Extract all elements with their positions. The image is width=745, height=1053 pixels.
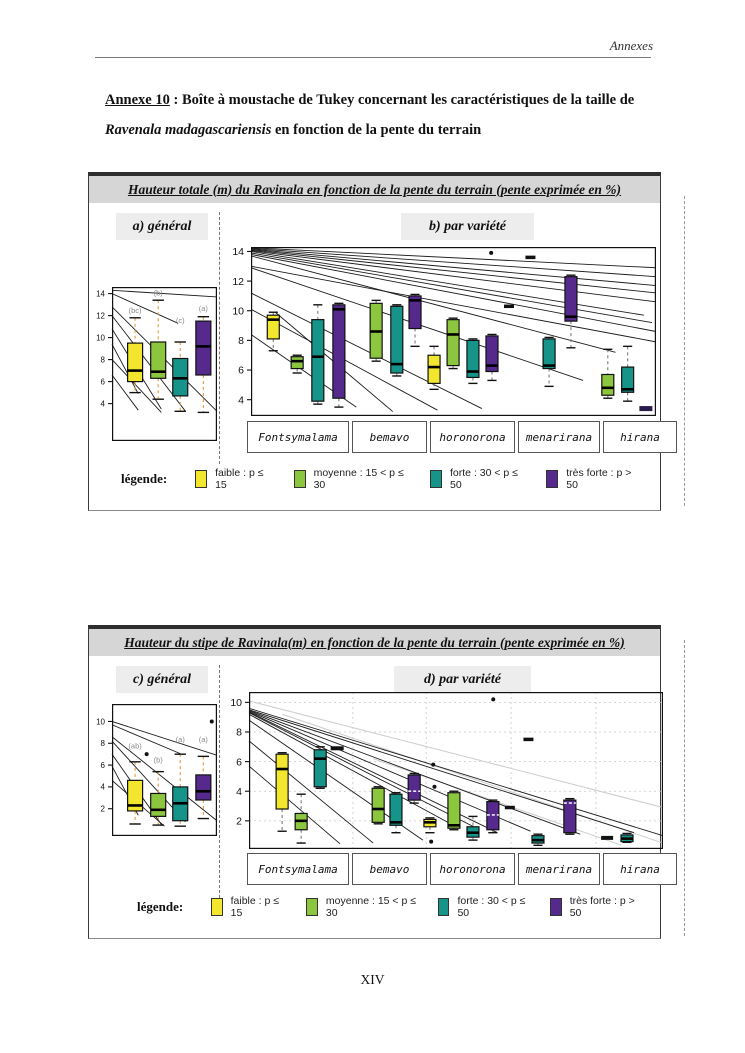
- moyenne-swatch: [306, 898, 318, 916]
- legend-item-faible: faible : p ≤ 15: [211, 895, 284, 919]
- svg-text:(b): (b): [154, 289, 164, 298]
- figure1-titlebar: Hauteur totale (m) du Ravinala en foncti…: [89, 176, 660, 203]
- category-row: Fontsymalama bemavo horonorona menariran…: [247, 421, 677, 453]
- figure2-titlebar: Hauteur du stipe de Ravinala(m) en fonct…: [89, 629, 660, 656]
- title-lead: Boîte à moustache de Tukey concernant le…: [181, 91, 635, 108]
- margin-dash-line-2: [684, 640, 685, 936]
- svg-text:(c): (c): [176, 316, 185, 325]
- svg-text:10: 10: [230, 697, 242, 709]
- running-header: Annexes: [609, 38, 653, 53]
- panel-d-label: d) par variété: [394, 666, 531, 693]
- legend-item-faible: faible : p ≤ 15: [195, 467, 271, 491]
- svg-text:(bc): (bc): [129, 306, 142, 315]
- svg-text:(a): (a): [199, 735, 209, 744]
- panel-divider: [219, 212, 220, 464]
- svg-text:12: 12: [232, 276, 244, 288]
- category-row: Fontsymalama bemavo horonorona menariran…: [247, 853, 677, 885]
- legend: légende: faible : p ≤ 15 moyenne : 15 < …: [121, 467, 660, 491]
- margin-dash-line-1: [684, 196, 685, 506]
- svg-text:4: 4: [238, 394, 244, 406]
- svg-text:4: 4: [236, 786, 242, 798]
- title-tail: en fonction de la pente du terrain: [271, 121, 482, 138]
- boxplot-variete-hauteur-stipe: 2 4 6 8 10: [230, 692, 664, 850]
- category-fontsymalama: Fontsymalama: [247, 421, 349, 453]
- category-hirana: hirana: [603, 853, 677, 885]
- svg-text:4: 4: [101, 783, 106, 792]
- svg-text:8: 8: [236, 727, 242, 739]
- boxplot-variete-hauteur-totale: 4 6 8 10 12 14: [232, 246, 657, 417]
- figure2-title: Hauteur du stipe de Ravinala(m) en fonct…: [124, 634, 625, 650]
- legend-item-moyenne: moyenne : 15 < p ≤ 30: [306, 895, 416, 919]
- legend-title: légende:: [137, 899, 184, 914]
- svg-text:6: 6: [101, 377, 106, 386]
- species-name: Ravenala madagascariensis: [105, 121, 272, 138]
- legend-item-moyenne: moyenne : 15 < p ≤ 30: [293, 467, 408, 491]
- svg-text:(a): (a): [176, 735, 186, 744]
- svg-text:6: 6: [238, 365, 244, 377]
- category-horonorona: horonorona: [430, 853, 515, 885]
- svg-text:2: 2: [101, 805, 106, 814]
- category-fontsymalama: Fontsymalama: [247, 853, 349, 885]
- doc-title: Annexe 10 : Boîte à moustache de Tukey c…: [105, 85, 657, 145]
- legend-item-tres-forte: très forte : p > 50: [546, 467, 638, 491]
- category-hirana: hirana: [603, 421, 677, 453]
- forte-swatch: [438, 898, 450, 916]
- svg-text:12: 12: [96, 311, 105, 320]
- category-horonorona: horonorona: [430, 421, 515, 453]
- svg-text:10: 10: [96, 333, 105, 342]
- boxplot-general-hauteur-totale: (bc) (b) (c) (a) 4 6 8 10 12 14: [96, 287, 218, 442]
- figure-hauteur-stipe: Hauteur du stipe de Ravinala(m) en fonct…: [88, 625, 677, 939]
- svg-text:6: 6: [101, 761, 106, 770]
- category-menarirana: menarirana: [518, 421, 600, 453]
- svg-text:(b): (b): [154, 756, 164, 765]
- panel-divider: [219, 665, 220, 913]
- forte-swatch: [430, 470, 443, 488]
- tres-forte-swatch: [546, 470, 559, 488]
- svg-text:4: 4: [101, 399, 106, 408]
- figure1-title: Hauteur totale (m) du Ravinala en foncti…: [127, 181, 622, 197]
- title-separator: :: [169, 91, 182, 108]
- boxplot-general-hauteur-stipe: (ab) (b) (a) (a) 2 4 6 8 10: [96, 704, 218, 837]
- svg-text:10: 10: [96, 717, 105, 726]
- category-bemavo: bemavo: [352, 853, 427, 885]
- faible-swatch: [195, 470, 208, 488]
- legend: légende: faible : p ≤ 15 moyenne : 15 < …: [137, 895, 660, 919]
- legend-item-tres-forte: très forte : p > 50: [550, 895, 638, 919]
- moyenne-swatch: [293, 470, 306, 488]
- svg-text:6: 6: [236, 756, 242, 768]
- category-bemavo: bemavo: [352, 421, 427, 453]
- panel-a-label: a) général: [116, 213, 208, 240]
- svg-text:14: 14: [96, 289, 105, 298]
- svg-text:8: 8: [101, 739, 106, 748]
- svg-text:(ab): (ab): [128, 742, 142, 751]
- page-number: XIV: [360, 972, 385, 987]
- svg-text:2: 2: [236, 816, 242, 828]
- legend-title: légende:: [121, 471, 168, 486]
- svg-text:10: 10: [232, 305, 244, 317]
- header-rule: [95, 57, 651, 58]
- panel-c-label: c) général: [116, 666, 208, 693]
- svg-text:8: 8: [238, 335, 244, 347]
- faible-swatch: [211, 898, 223, 916]
- tres-forte-swatch: [550, 898, 562, 916]
- annexe-number: Annexe 10: [105, 91, 170, 108]
- legend-item-forte: forte : 30 < p ≤ 50: [438, 895, 528, 919]
- svg-text:8: 8: [101, 355, 106, 364]
- svg-text:(a): (a): [199, 304, 209, 313]
- category-menarirana: menarirana: [518, 853, 600, 885]
- panel-b-label: b) par variété: [401, 213, 534, 240]
- legend-item-forte: forte : 30 < p ≤ 50: [430, 467, 524, 491]
- svg-text:14: 14: [232, 246, 244, 258]
- figure-hauteur-totale: Hauteur totale (m) du Ravinala en foncti…: [88, 172, 677, 511]
